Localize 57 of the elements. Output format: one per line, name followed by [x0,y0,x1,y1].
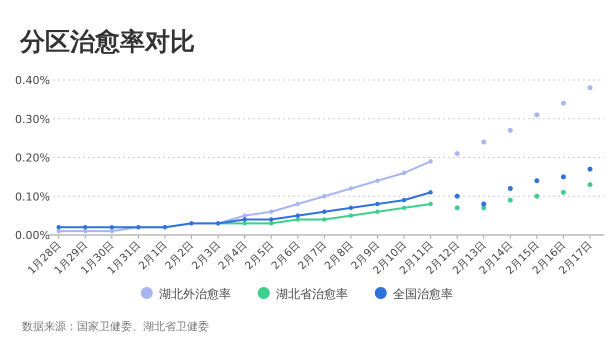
point [56,228,61,234]
point [242,221,247,226]
point [534,194,540,199]
legend-label: 湖北外治愈率 [158,287,231,301]
point [348,213,354,218]
y-tick-label: 0.10% [15,190,50,204]
point [481,140,486,144]
point [560,100,566,106]
point [508,128,513,133]
y-tick-label: 0.40% [15,74,50,87]
point [269,210,274,214]
point [454,194,460,199]
point [242,217,247,222]
point [588,85,592,90]
point [296,213,300,218]
point [428,159,433,164]
point [322,210,327,214]
point [56,225,61,230]
point [454,205,460,210]
point [83,225,88,230]
point [110,225,114,230]
y-tick-label: 0.00% [15,229,50,242]
point [588,166,592,172]
point [402,170,406,176]
point [269,221,274,226]
point [269,217,274,222]
point [402,198,406,202]
point [508,186,513,191]
point [508,198,513,203]
point [296,217,300,222]
y-tick-label: 0.20% [15,152,50,164]
point [375,178,380,183]
point [481,202,486,206]
legend-label: 全国治愈率 [392,287,453,301]
source-note: 数据来源：国家卫健委、湖北省卫健委 [22,320,209,333]
point [296,202,300,206]
point [348,206,354,210]
point [454,151,460,156]
y-tick-label: 0.30% [15,112,50,126]
point [348,186,354,191]
point [110,228,114,234]
point [534,112,540,118]
point [560,190,566,195]
point [242,213,247,218]
point [83,228,88,234]
point [322,194,327,198]
point [402,206,406,210]
point [588,182,592,188]
point [428,202,433,206]
legend-label: 湖北省治愈率 [276,287,348,301]
point [322,217,327,222]
point [534,178,540,184]
point [428,190,433,195]
point [375,202,380,206]
chart-title: 分区治愈率对比 [19,27,195,56]
point [375,210,380,214]
point [560,174,566,180]
